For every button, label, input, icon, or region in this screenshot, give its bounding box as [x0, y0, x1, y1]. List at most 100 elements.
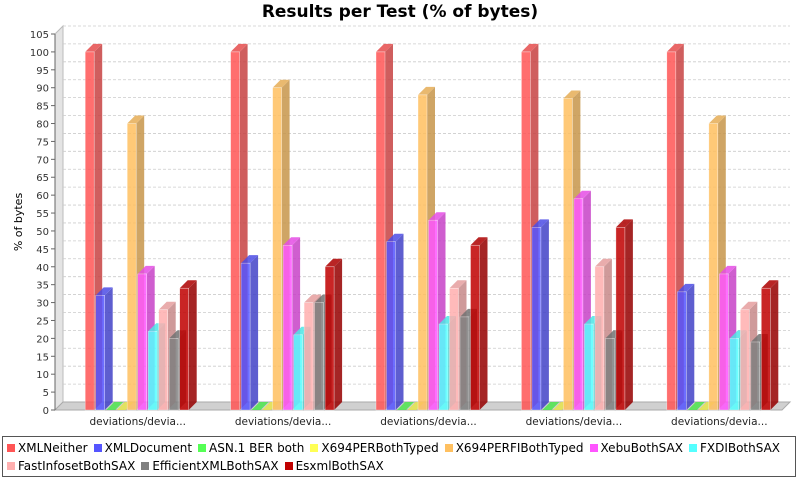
bar-top — [449, 280, 467, 289]
bar-side — [686, 283, 695, 410]
bar-front — [179, 287, 189, 411]
bar-top — [397, 402, 414, 410]
y-tick-label: 90 — [36, 84, 49, 95]
legend-swatch — [7, 444, 15, 452]
bar — [470, 237, 488, 411]
bar-top — [95, 287, 113, 296]
bar — [251, 402, 269, 410]
legend-item: FastInfosetBothSAX — [7, 459, 135, 473]
bar-top — [376, 43, 393, 52]
x-tick-label: deviations/devia... — [671, 416, 768, 428]
y-tick-label: 20 — [36, 334, 49, 345]
bar-top — [666, 43, 684, 52]
bar — [240, 255, 259, 411]
bar-top — [304, 294, 322, 303]
y-tick-label: 75 — [36, 137, 49, 148]
bar-top — [325, 258, 343, 267]
bar-front — [272, 87, 282, 411]
chart-title: Results per Test (% of bytes) — [261, 2, 539, 22]
bar-top — [418, 86, 435, 95]
bar-top — [230, 43, 248, 52]
y-tick-label: 10 — [36, 370, 49, 381]
bar-front — [95, 295, 105, 411]
bar-front — [521, 51, 531, 411]
y-tick-label: 60 — [36, 191, 49, 202]
bar-top — [719, 265, 737, 274]
legend-row: XMLNeither XMLDocument ASN.1 BER both X694P… — [7, 439, 795, 457]
bar-top — [677, 283, 695, 292]
bar-front — [750, 341, 761, 411]
legend-row: FastInfosetBothSAX EfficientXMLBothSAX Esx… — [7, 457, 795, 475]
bar — [676, 283, 695, 411]
y-tick-label: 100 — [30, 48, 49, 59]
legend-label: X694PERFIBothTyped — [455, 441, 584, 455]
bar-front — [314, 302, 324, 411]
bar-front — [605, 338, 615, 411]
legend-swatch — [444, 444, 453, 452]
bar-side — [540, 219, 549, 410]
legend-item: XebuBothSAX — [589, 441, 683, 455]
bar-top — [386, 233, 404, 242]
bar-side — [334, 258, 343, 410]
category-group — [521, 43, 633, 411]
bar-top — [531, 219, 549, 228]
bar-top — [179, 280, 197, 289]
bar-front — [584, 323, 594, 411]
bar-top — [85, 43, 103, 52]
bar-front — [615, 227, 626, 411]
legend-item: X694PERBothTyped — [310, 441, 439, 455]
bar-front — [573, 198, 584, 411]
legend-label: EfficientXMLBothSAX — [152, 459, 279, 473]
bar-top — [563, 90, 581, 99]
bar-top — [158, 301, 176, 310]
x-tick-label: deviations/devia... — [380, 416, 477, 428]
legend-label: XebuBothSAX — [600, 441, 683, 455]
bar-top — [708, 115, 726, 124]
y-tick-label: 95 — [36, 66, 49, 77]
legend-swatch — [93, 444, 102, 452]
category-group — [666, 43, 779, 411]
legend-item: FXDIBothSAX — [688, 441, 780, 455]
y-axis-label: % of bytes — [12, 193, 25, 252]
legend-swatch — [284, 462, 293, 470]
y-tick-label: 35 — [36, 281, 49, 292]
bar-front — [676, 291, 687, 411]
legend-item: XMLDocument — [93, 441, 193, 455]
left-wall — [54, 24, 64, 412]
legend-swatch — [141, 462, 150, 470]
bar-chart-3d: 0 5 10 15 20 25 30 35 40 45 50 55 60 65 70 75 80 85 90 95 10… — [12, 24, 792, 428]
bar-side — [479, 237, 488, 410]
bar-side — [104, 287, 113, 410]
bar-front — [386, 241, 396, 411]
legend-swatch — [310, 444, 319, 452]
category-group — [375, 43, 488, 411]
bar-front — [708, 123, 719, 411]
bar-front — [428, 219, 438, 411]
y-tick-label: 50 — [36, 227, 49, 238]
bar-front — [240, 262, 251, 411]
bar-front — [324, 266, 335, 411]
bar-front — [594, 266, 605, 411]
bar-front — [449, 287, 459, 411]
bar — [760, 280, 779, 411]
y-tick-label: 30 — [36, 299, 49, 310]
bar-front — [230, 51, 240, 411]
legend-label: XMLDocument — [104, 441, 193, 455]
bar-side — [395, 233, 404, 410]
y-tick-label: 70 — [36, 155, 49, 166]
bar-front — [459, 316, 470, 411]
bar-front — [375, 51, 386, 411]
bar-top — [106, 402, 124, 410]
bar-top — [521, 43, 539, 52]
bar-front — [760, 287, 771, 411]
bar — [324, 258, 343, 411]
y-tick-label: 105 — [30, 30, 49, 41]
bar-top — [542, 402, 560, 410]
bar-top — [594, 258, 612, 267]
bar-side — [770, 280, 779, 410]
bar-top — [687, 402, 705, 410]
bar-front — [84, 51, 95, 411]
y-tick-label: 65 — [36, 173, 49, 184]
bar-top — [251, 402, 269, 410]
bar — [106, 402, 124, 410]
